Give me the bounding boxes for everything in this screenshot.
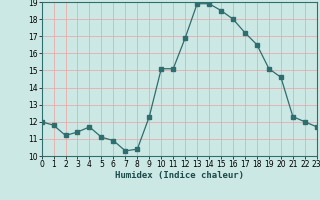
X-axis label: Humidex (Indice chaleur): Humidex (Indice chaleur) [115,171,244,180]
